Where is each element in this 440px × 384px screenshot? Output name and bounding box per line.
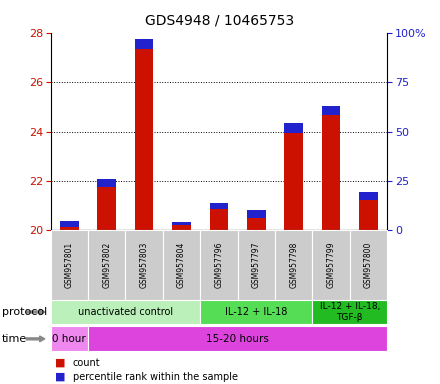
Bar: [172, 222, 191, 225]
Text: ■: ■: [55, 358, 66, 368]
Bar: [51, 300, 200, 324]
Bar: [51, 326, 88, 351]
Bar: [359, 192, 378, 200]
Text: GSM957800: GSM957800: [364, 242, 373, 288]
Text: GSM957797: GSM957797: [252, 242, 261, 288]
Text: time: time: [2, 334, 27, 344]
Text: GSM957803: GSM957803: [139, 242, 149, 288]
Text: IL-12 + IL-18: IL-12 + IL-18: [225, 307, 287, 317]
Bar: [51, 230, 88, 300]
Bar: [284, 123, 303, 133]
Text: unactivated control: unactivated control: [78, 307, 173, 317]
Text: GSM957801: GSM957801: [65, 242, 74, 288]
Bar: [359, 200, 378, 230]
Text: protocol: protocol: [2, 307, 48, 317]
Bar: [247, 210, 266, 218]
Text: 15-20 hours: 15-20 hours: [206, 334, 269, 344]
Bar: [125, 230, 163, 300]
Bar: [322, 116, 341, 230]
Bar: [97, 179, 116, 187]
Bar: [350, 230, 387, 300]
Bar: [60, 227, 79, 230]
Text: count: count: [73, 358, 100, 368]
Bar: [209, 204, 228, 209]
Bar: [135, 39, 154, 49]
Bar: [172, 225, 191, 230]
Text: GDS4948 / 10465753: GDS4948 / 10465753: [146, 13, 294, 27]
Text: GSM957796: GSM957796: [214, 242, 224, 288]
Text: ■: ■: [55, 372, 66, 382]
Text: IL-12 + IL-18,
TGF-β: IL-12 + IL-18, TGF-β: [319, 302, 380, 322]
Bar: [275, 230, 312, 300]
Bar: [284, 133, 303, 230]
Bar: [88, 230, 125, 300]
Bar: [209, 209, 228, 230]
Bar: [200, 230, 238, 300]
Bar: [312, 230, 350, 300]
Text: GSM957802: GSM957802: [102, 242, 111, 288]
Bar: [312, 300, 387, 324]
Bar: [247, 218, 266, 230]
Text: percentile rank within the sample: percentile rank within the sample: [73, 372, 238, 382]
Bar: [322, 106, 341, 116]
Bar: [200, 300, 312, 324]
Text: GSM957799: GSM957799: [326, 242, 336, 288]
Text: GSM957804: GSM957804: [177, 242, 186, 288]
Bar: [60, 221, 79, 227]
Bar: [135, 49, 154, 230]
Text: GSM957798: GSM957798: [289, 242, 298, 288]
Bar: [238, 230, 275, 300]
Bar: [163, 230, 200, 300]
Text: 0 hour: 0 hour: [52, 334, 86, 344]
Bar: [88, 326, 387, 351]
Bar: [97, 187, 116, 230]
